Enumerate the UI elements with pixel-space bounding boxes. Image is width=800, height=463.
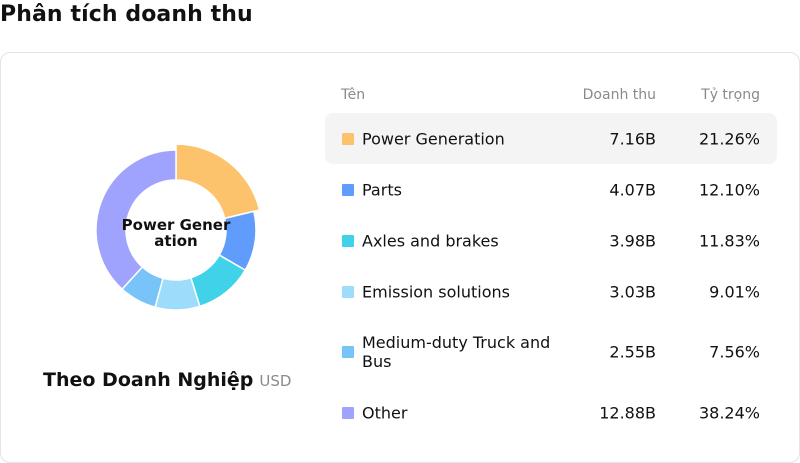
donut-slice-other[interactable] bbox=[95, 149, 177, 291]
segment-row-other[interactable]: Other 12.88B 38.24% bbox=[325, 387, 777, 438]
segment-row-power-generation[interactable]: Power Generation 7.16B 21.26% bbox=[325, 113, 777, 164]
segment-share: 11.83% bbox=[698, 231, 760, 250]
table-header: Tên Doanh thu Tỷ trọng bbox=[341, 87, 761, 107]
segment-share: 9.01% bbox=[709, 282, 760, 301]
segment-revenue: 2.55B bbox=[609, 342, 656, 362]
segment-row-emission-solutions[interactable]: Emission solutions 3.03B 9.01% bbox=[325, 266, 777, 317]
segment-share: 38.24% bbox=[698, 403, 760, 422]
segment-revenue: 3.03B bbox=[609, 282, 656, 301]
segment-row-medium-duty-truck-and-bus[interactable]: Medium-duty Truck and Bus 2.55B 7.56% bbox=[325, 317, 777, 387]
segment-name: Medium-duty Truck and Bus bbox=[362, 333, 551, 371]
donut-chart: Power Generation bbox=[91, 145, 261, 315]
segment-row-axles-and-brakes[interactable]: Axles and brakes 3.98B 11.83% bbox=[325, 215, 777, 266]
segment-row-parts[interactable]: Parts 4.07B 12.10% bbox=[325, 164, 777, 215]
segment-name: Other bbox=[362, 403, 408, 422]
chart-caption: Theo Doanh Nghiệp USD bbox=[43, 369, 291, 391]
segment-name: Power Generation bbox=[362, 129, 505, 148]
segment-share: 21.26% bbox=[698, 129, 760, 148]
donut-chart-svg bbox=[95, 145, 261, 311]
segment-revenue: 7.16B bbox=[609, 129, 656, 148]
donut-slice-power-generation[interactable] bbox=[175, 145, 261, 220]
legend-swatch bbox=[342, 234, 354, 247]
chart-caption-title: Theo Doanh Nghiệp bbox=[43, 369, 254, 391]
segment-name: Emission solutions bbox=[362, 282, 510, 301]
segment-table: Power Generation 7.16B 21.26% Parts 4.07… bbox=[325, 113, 777, 438]
segment-revenue: 4.07B bbox=[609, 180, 656, 199]
header-share: Tỷ trọng bbox=[701, 87, 760, 103]
header-name: Tên bbox=[341, 87, 366, 103]
segment-name: Parts bbox=[362, 180, 402, 199]
legend-swatch bbox=[342, 132, 354, 145]
legend-swatch bbox=[342, 346, 354, 358]
segment-share: 7.56% bbox=[709, 342, 760, 362]
segment-share: 12.10% bbox=[698, 180, 760, 199]
segment-name: Axles and brakes bbox=[362, 231, 499, 250]
header-revenue: Doanh thu bbox=[582, 87, 656, 103]
segment-revenue: 3.98B bbox=[609, 231, 656, 250]
legend-swatch bbox=[342, 183, 354, 196]
legend-swatch bbox=[342, 285, 354, 298]
revenue-analysis-card: Power Generation Theo Doanh Nghiệp USD Tê… bbox=[0, 52, 800, 463]
legend-swatch bbox=[342, 406, 354, 419]
segment-revenue: 12.88B bbox=[599, 403, 656, 422]
donut-center-label: Power Generation bbox=[121, 216, 231, 250]
chart-caption-unit: USD bbox=[259, 372, 292, 390]
page-title: Phân tích doanh thu bbox=[0, 2, 253, 27]
